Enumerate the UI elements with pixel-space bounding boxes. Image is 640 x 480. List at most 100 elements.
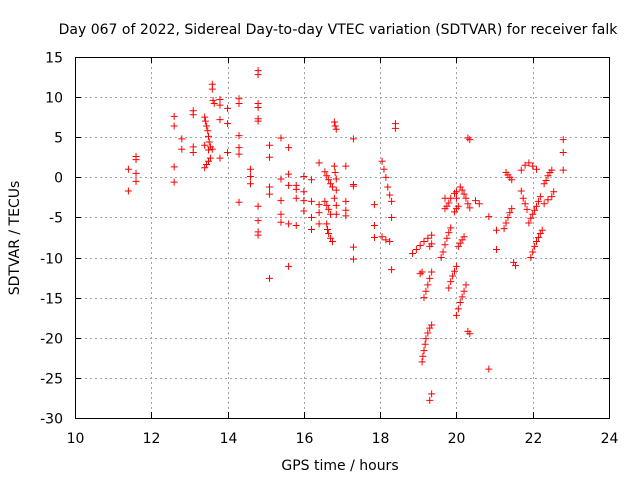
data-point xyxy=(189,148,197,156)
data-point xyxy=(380,165,388,173)
data-point xyxy=(419,352,427,360)
data-point xyxy=(475,200,483,208)
data-point xyxy=(178,135,186,143)
data-point xyxy=(422,335,430,343)
data-point xyxy=(382,173,390,181)
data-point xyxy=(445,284,453,292)
data-point xyxy=(508,205,516,213)
data-point xyxy=(124,187,132,195)
data-point xyxy=(132,156,140,164)
data-point xyxy=(201,141,209,149)
data-point xyxy=(548,193,556,201)
data-point xyxy=(391,124,399,132)
data-point xyxy=(388,266,396,274)
data-point xyxy=(205,157,212,165)
plot-frame xyxy=(75,57,610,419)
data-point xyxy=(502,219,510,227)
data-point xyxy=(170,178,178,186)
data-point xyxy=(456,298,464,306)
data-point xyxy=(426,396,434,404)
data-point xyxy=(210,100,218,108)
data-point xyxy=(454,202,462,210)
data-point xyxy=(527,254,535,262)
data-point xyxy=(254,117,262,125)
data-point xyxy=(170,112,178,120)
data-point xyxy=(300,173,308,181)
data-point xyxy=(382,236,390,244)
data-point xyxy=(170,122,178,130)
data-point xyxy=(428,321,436,329)
data-point xyxy=(327,180,335,188)
data-point xyxy=(409,250,417,258)
y-tick-label: -5 xyxy=(49,211,63,227)
data-point xyxy=(330,118,338,126)
data-point xyxy=(460,233,468,241)
data-point xyxy=(208,145,216,153)
data-point xyxy=(534,234,542,241)
data-point xyxy=(285,262,293,270)
data-point xyxy=(315,209,323,217)
data-point xyxy=(492,226,500,234)
data-point xyxy=(416,242,424,250)
data-point xyxy=(529,248,537,256)
data-point xyxy=(452,194,460,202)
data-point xyxy=(277,175,285,183)
data-point xyxy=(412,246,420,254)
data-point xyxy=(492,246,500,254)
data-point xyxy=(328,183,336,191)
data-point xyxy=(235,132,243,140)
data-point xyxy=(216,101,224,109)
x-tick-label: 16 xyxy=(296,431,314,447)
data-point xyxy=(421,340,429,348)
data-point xyxy=(559,136,567,144)
data-point xyxy=(454,242,462,250)
data-point xyxy=(349,135,357,143)
data-point xyxy=(315,159,323,167)
data-point xyxy=(451,267,459,275)
data-point xyxy=(330,194,338,202)
data-point xyxy=(464,200,472,208)
data-point xyxy=(201,164,209,172)
data-point xyxy=(420,347,428,355)
data-point xyxy=(536,229,544,237)
data-point xyxy=(540,200,548,208)
data-point xyxy=(170,163,178,171)
data-point xyxy=(544,172,552,180)
data-point xyxy=(428,268,436,276)
data-point xyxy=(464,134,472,142)
data-point xyxy=(445,229,453,237)
data-point xyxy=(300,188,308,196)
data-point xyxy=(235,100,243,108)
data-point xyxy=(462,194,470,202)
data-point xyxy=(254,231,262,239)
data-point xyxy=(454,305,462,313)
data-point xyxy=(324,225,332,233)
data-point xyxy=(307,197,315,205)
data-point xyxy=(224,120,232,128)
data-point xyxy=(328,238,336,246)
data-point xyxy=(300,197,308,205)
data-point xyxy=(246,180,254,188)
data-point xyxy=(506,209,514,217)
x-tick-label: 20 xyxy=(448,431,466,447)
data-point xyxy=(525,159,533,167)
data-point xyxy=(124,165,132,173)
data-point xyxy=(349,255,357,263)
data-point xyxy=(529,162,537,170)
grid xyxy=(75,57,609,418)
data-point xyxy=(292,194,300,202)
data-point xyxy=(132,177,140,185)
data-point xyxy=(205,138,213,146)
data-point xyxy=(254,217,262,225)
x-tick-label: 18 xyxy=(372,431,390,447)
data-point xyxy=(462,281,470,289)
data-point xyxy=(216,116,224,124)
data-point xyxy=(208,85,216,93)
data-point xyxy=(321,197,329,205)
data-point xyxy=(315,201,323,209)
data-point xyxy=(533,165,541,173)
data-point xyxy=(189,111,197,119)
data-point xyxy=(529,210,537,218)
data-point xyxy=(466,136,474,144)
data-point xyxy=(452,262,460,270)
